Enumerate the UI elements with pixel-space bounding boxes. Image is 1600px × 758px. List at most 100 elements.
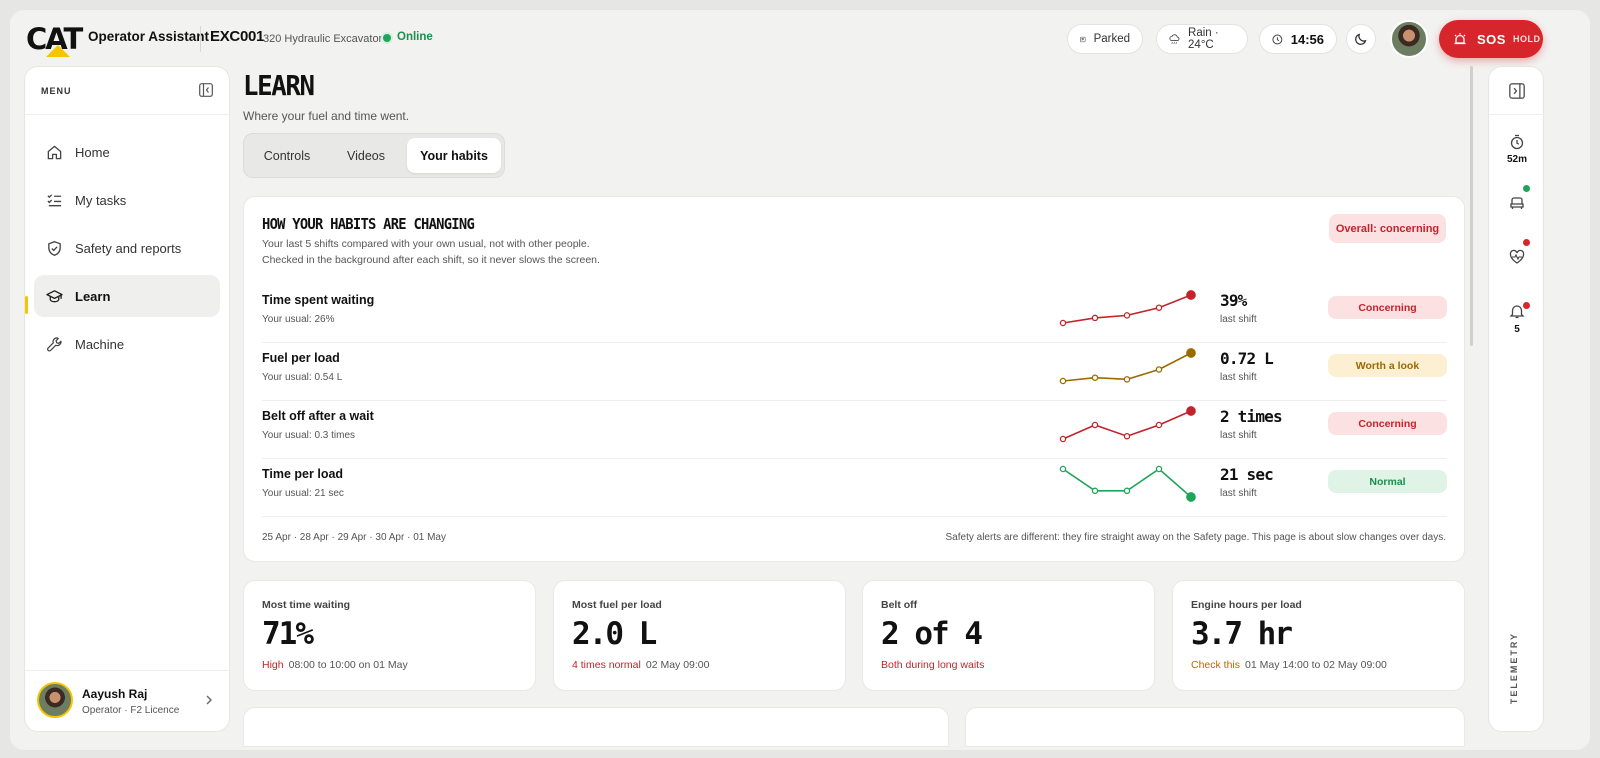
user-avatar-top[interactable]: [1390, 20, 1428, 58]
user-card[interactable]: Aayush Raj Operator · F2 Licence: [25, 670, 231, 732]
habit-value: 39%: [1220, 291, 1247, 310]
sidebar-item-home[interactable]: Home: [34, 131, 220, 173]
habit-usual: Your usual: 0.3 times: [262, 430, 356, 441]
trend-point: [1123, 487, 1131, 495]
clock-icon: [1272, 34, 1283, 44]
lower-card: [243, 707, 949, 747]
trend-point: [1186, 290, 1196, 300]
stat-value: 2 of 4: [881, 616, 983, 652]
app-title: Operator Assistant: [88, 29, 210, 44]
trend-point: [1123, 432, 1131, 440]
menu-heading: MENU: [41, 86, 72, 96]
parked-pill[interactable]: Parked: [1067, 24, 1143, 54]
trend-point: [1091, 487, 1099, 495]
telemetry-label: TELEMETRY: [1509, 632, 1519, 705]
trend-sparkline: [1059, 348, 1196, 385]
machine-id: EXC001: [210, 28, 265, 45]
trend-point: [1091, 314, 1099, 322]
stat-card: Belt off 2 of 4 Both during long waits: [862, 580, 1155, 691]
habit-usual: Your usual: 26%: [262, 314, 335, 325]
tab-your-habits[interactable]: Your habits: [407, 138, 501, 173]
alarm-icon: [1454, 33, 1466, 45]
heart-pulse-icon[interactable]: [1509, 249, 1525, 265]
active-indicator: [25, 296, 28, 314]
stat-label: Most fuel per load: [572, 599, 662, 611]
trend-sparkline: [1059, 406, 1196, 443]
habit-value: 2 times: [1220, 407, 1283, 426]
stat-footer: Check this 01 May 14:00 to 02 May 09:00: [1191, 659, 1387, 671]
trend-point: [1123, 376, 1131, 383]
sos-button[interactable]: SOS HOLD: [1439, 20, 1543, 58]
safety-note: Safety alerts are different: they fire s…: [945, 532, 1446, 543]
trend-point: [1059, 435, 1067, 443]
status-badge: Concerning: [1328, 296, 1447, 319]
habit-value: 0.72 L: [1220, 349, 1274, 368]
online-status-dot-icon: [383, 34, 391, 42]
weather-pill[interactable]: Rain · 24°C: [1156, 24, 1248, 54]
habit-period: last shift: [1220, 372, 1257, 383]
page-title: LEARN: [243, 69, 315, 102]
trend-point: [1091, 421, 1099, 429]
habits-subtitle: Your last 5 shifts compared with your ow…: [262, 238, 590, 250]
wrench-icon: [47, 336, 62, 352]
rain-cloud-icon: [1169, 33, 1180, 44]
timer-icon[interactable]: [1509, 134, 1525, 150]
stat-footer: 4 times normal 02 May 09:00: [572, 659, 710, 671]
status-badge: Concerning: [1328, 412, 1447, 435]
status-dot-icon: [1523, 185, 1530, 192]
sidebar-item-safety[interactable]: Safety and reports: [34, 227, 220, 269]
clock-pill: 14:56: [1259, 24, 1337, 54]
trend-point: [1186, 348, 1196, 358]
lower-card: [965, 707, 1465, 747]
stat-value: 3.7 hr: [1191, 616, 1293, 652]
trend-point: [1123, 312, 1131, 319]
stat-card: Engine hours per load 3.7 hr Check this 0…: [1172, 580, 1465, 691]
habit-name: Time per load: [262, 467, 344, 481]
stat-footer: Both during long waits: [881, 659, 985, 671]
dark-mode-toggle[interactable]: [1346, 24, 1376, 54]
overall-status-badge: Overall: concerning: [1329, 214, 1446, 243]
sidebar-item-machine[interactable]: Machine: [34, 323, 220, 365]
moon-icon: [1355, 33, 1367, 45]
rail-panel: 52m 5 TELEMETRY: [1488, 66, 1545, 732]
trend-sparkline: [1059, 290, 1196, 327]
online-status: Online: [397, 31, 433, 43]
tab-controls[interactable]: Controls: [263, 148, 311, 163]
habit-period: last shift: [1220, 430, 1257, 441]
shift-dates: 25 Apr · 28 Apr · 29 Apr · 30 Apr · 01 M…: [262, 532, 446, 543]
trend-point: [1091, 374, 1099, 381]
stat-card: Most time waiting 71% High 08:00 to 10:00…: [243, 580, 536, 691]
trend-point: [1155, 366, 1163, 373]
sidebar: MENU Home My tasks Safety and reports Le…: [24, 66, 231, 732]
shield-icon: [48, 240, 61, 256]
trend-line: [1062, 294, 1192, 324]
habit-usual: Your usual: 0.54 L: [262, 372, 343, 383]
trend-point: [1155, 304, 1163, 311]
alert-dot-icon: [1523, 239, 1530, 246]
tab-bar: Controls Videos Your habits: [243, 133, 505, 178]
page-subtitle: Where your fuel and time went.: [243, 109, 410, 123]
home-icon: [47, 145, 62, 159]
trend-point: [1155, 421, 1163, 429]
bell-icon[interactable]: [1509, 303, 1525, 319]
habit-value: 21 sec: [1220, 465, 1274, 484]
divider: [200, 26, 201, 52]
stat-label: Engine hours per load: [1191, 599, 1302, 611]
expand-rail-icon[interactable]: [1509, 83, 1525, 99]
trend-point: [1155, 465, 1163, 473]
sidebar-item-learn[interactable]: Learn: [34, 275, 220, 317]
seat-icon[interactable]: [1509, 195, 1525, 211]
scrollbar[interactable]: [1470, 66, 1473, 346]
machine-model: 320 Hydraulic Excavator: [263, 33, 383, 45]
user-role: Operator · F2 Licence: [82, 705, 180, 716]
habits-card: HOW YOUR HABITS ARE CHANGING Your last 5…: [243, 196, 1465, 562]
status-badge: Worth a look: [1328, 354, 1447, 377]
trend-sparkline: [1059, 465, 1196, 502]
habit-row: Time spent waiting Your usual: 26% 39% l…: [262, 285, 1447, 343]
habit-name: Time spent waiting: [262, 293, 375, 307]
sidebar-item-my-tasks[interactable]: My tasks: [34, 179, 220, 221]
tab-videos[interactable]: Videos: [347, 148, 385, 163]
trend-point: [1059, 377, 1067, 385]
stat-label: Belt off: [881, 599, 918, 611]
collapse-sidebar-icon[interactable]: [199, 83, 213, 97]
